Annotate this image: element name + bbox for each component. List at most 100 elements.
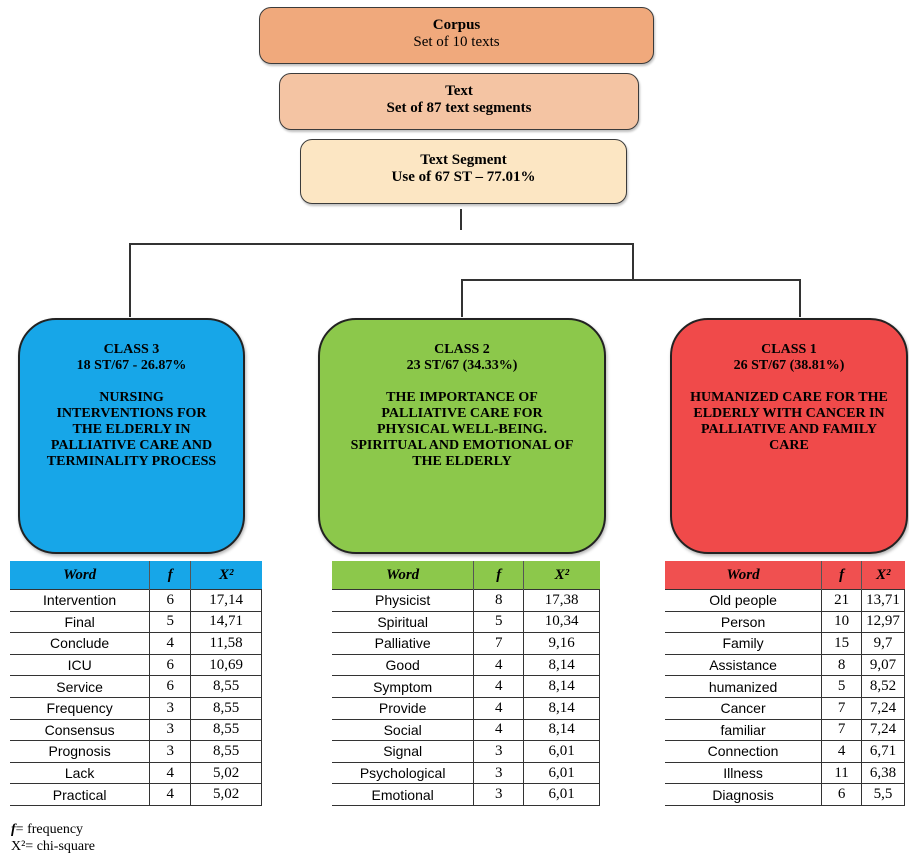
table-row: Consensus 3 8,55 [10,718,262,742]
cell-chi-square: 11,58 [190,632,262,655]
class-1-share: 26 ST/67 (38.81%) [733,358,845,373]
class-3-theme: NURSING INTERVENTIONS FOR THE ELDERLY IN… [46,390,217,469]
cell-word: Intervention [10,589,151,612]
cell-chi-square: 8,14 [523,653,600,677]
cell-frequency: 4 [473,696,525,720]
class-2-theme: THE IMPORTANCE OF PALLIATIVE CARE FOR PH… [350,390,574,469]
cell-chi-square: 17,38 [523,589,600,612]
cell-word: Family [665,632,823,655]
connector-class1-drop [799,279,801,317]
cell-word: Symptom [332,675,475,698]
cell-chi-square: 14,71 [190,610,262,634]
table-row: Assistance 8 9,07 [665,653,905,677]
legend-f-text: = frequency [15,822,84,837]
cell-chi-square: 13,71 [861,589,905,612]
legend: f= frequency X²= chi-square [11,821,95,855]
cell-chi-square: 5,02 [190,761,262,785]
cell-chi-square: 6,71 [861,740,905,763]
cell-frequency: 4 [473,653,525,677]
table-row: Illness 11 6,38 [665,761,905,785]
cell-chi-square: 8,14 [523,718,600,742]
table-row: Person 10 12,97 [665,610,905,634]
cell-word: Prognosis [10,740,151,763]
table-row: Service 6 8,55 [10,675,262,698]
cell-word: Psychological [332,761,475,785]
cell-frequency: 4 [149,761,192,785]
legend-chi-square: X²= chi-square [11,839,96,854]
connector-class2-drop [461,279,463,317]
connector-top-bar [129,243,633,245]
cell-word: Diagnosis [665,783,823,806]
cell-chi-square: 7,24 [861,718,905,742]
column-header-word: Word [726,566,760,583]
text-subtitle: Set of 87 text segments [386,100,532,116]
table-row: Family 15 9,7 [665,632,905,655]
cell-frequency: 4 [821,740,863,763]
connector-right-drop [632,243,634,279]
cell-chi-square: 6,01 [523,783,600,806]
cell-frequency: 7 [821,718,863,742]
class-2-share: 23 ST/67 (34.33%) [406,358,518,373]
cell-chi-square: 9,07 [861,653,905,677]
table-row: Final 5 14,71 [10,610,262,634]
cell-frequency: 3 [149,718,192,742]
cell-word: Connection [665,740,823,763]
cell-word: Cancer [665,696,823,720]
column-header-word: Word [63,566,97,583]
cell-frequency: 3 [473,761,525,785]
cell-frequency: 3 [473,740,525,763]
table-row: familiar 7 7,24 [665,718,905,742]
column-header-frequency: f [149,561,191,590]
cell-chi-square: 8,14 [523,675,600,698]
cell-word: Final [10,610,151,634]
column-header-chi-square: X² [861,561,905,590]
cell-frequency: 3 [473,783,525,806]
cell-word: Person [665,610,823,634]
cell-word: Consensus [10,718,151,742]
cell-word: Illness [665,761,823,785]
cell-frequency: 4 [473,718,525,742]
table-row: Lack 4 5,02 [10,761,262,785]
table-row: Psychological 3 6,01 [332,761,600,785]
cell-word: Provide [332,696,475,720]
cell-word: Assistance [665,653,823,677]
table-row: Frequency 3 8,55 [10,696,262,720]
class-2-heading: CLASS 2 [434,342,490,357]
cell-frequency: 4 [149,783,192,806]
cell-chi-square: 8,52 [861,675,905,698]
cell-frequency: 6 [149,589,192,612]
cell-chi-square: 6,01 [523,761,600,785]
table-row: Cancer 7 7,24 [665,696,905,720]
corpus-box: Corpus Set of 10 texts [259,7,654,64]
cell-chi-square: 9,16 [523,632,600,655]
cell-frequency: 4 [473,675,525,698]
cell-chi-square: 6,01 [523,740,600,763]
table-row: Prognosis 3 8,55 [10,740,262,763]
legend-frequency: f= frequency [11,821,95,838]
cell-word: Conclude [10,632,151,655]
cell-frequency: 4 [149,632,192,655]
cell-frequency: 6 [821,783,863,806]
cell-word: Frequency [10,696,151,720]
cell-word: Social [332,718,475,742]
class-3-table: Word f X² Intervention 6 17,14 Final 5 14,71 Con… [10,561,262,806]
table-row: Provide 4 8,14 [332,696,600,720]
class-2-table: Word f X² Physicist 8 17,38 Spiritual 5 10,34 Pa… [332,561,600,806]
table-row: Practical 4 5,02 [10,783,262,806]
table-row: Good 4 8,14 [332,653,600,677]
corpus-title: Corpus [432,17,481,33]
cell-word: humanized [665,675,823,698]
cell-word: Spiritual [332,610,475,634]
table-row: Symptom 4 8,14 [332,675,600,698]
column-header-chi-square: X² [523,561,600,590]
cell-word: Lack [10,761,151,785]
cell-word: Good [332,653,475,677]
table-row: ICU 6 10,69 [10,653,262,677]
class-2-box: CLASS 2 23 ST/67 (34.33%) THE IMPORTANCE… [318,318,606,554]
table-row: Old people 21 13,71 [665,589,905,612]
cell-frequency: 8 [473,589,525,612]
cell-frequency: 5 [473,610,525,634]
cell-chi-square: 10,69 [190,653,262,677]
table-row: Physicist 8 17,38 [332,589,600,612]
segment-title: Text Segment [420,152,507,168]
